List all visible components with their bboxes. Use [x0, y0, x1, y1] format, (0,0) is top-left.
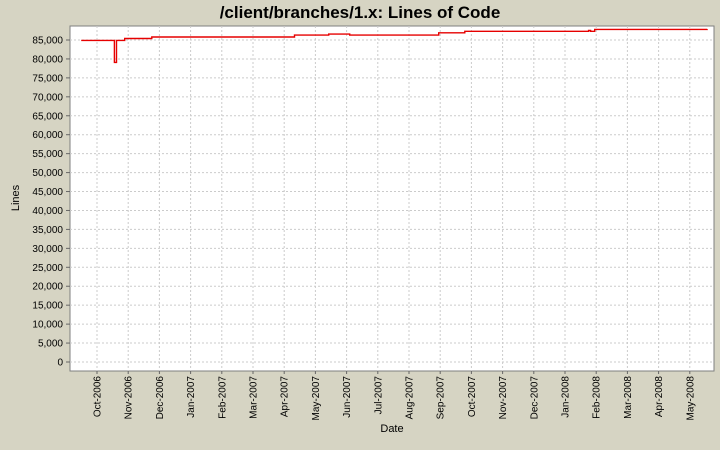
y-tick-label: 20,000 [32, 282, 63, 293]
x-tick-label: Jul-2007 [373, 376, 384, 415]
x-tick-label: Apr-2007 [280, 376, 291, 418]
x-tick-label: Feb-2008 [592, 376, 603, 419]
x-tick-label: Nov-2007 [498, 376, 509, 420]
y-tick-label: 80,000 [32, 54, 63, 65]
y-tick-label: 65,000 [32, 111, 63, 122]
x-tick-label: Aug-2007 [405, 376, 416, 420]
x-tick-label: May-2007 [311, 376, 322, 421]
x-tick-label: Oct-2006 [93, 376, 104, 418]
y-tick-label: 25,000 [32, 263, 63, 274]
y-tick-label: 40,000 [32, 206, 63, 217]
x-tick-label: May-2008 [685, 376, 696, 421]
y-tick-label: 5,000 [38, 339, 63, 350]
plot-background [69, 25, 715, 372]
y-tick-label: 50,000 [32, 168, 63, 179]
y-tick-label: 30,000 [32, 244, 63, 255]
y-axis-title: Lines [10, 184, 22, 212]
y-tick-label: 0 [57, 358, 63, 369]
x-tick-label: Oct-2007 [467, 376, 478, 418]
y-tick-label: 60,000 [32, 130, 63, 141]
x-tick-label: Jun-2007 [342, 376, 353, 418]
y-tick-label: 70,000 [32, 92, 63, 103]
y-tick-label: 35,000 [32, 225, 63, 236]
y-tick-label: 10,000 [32, 320, 63, 331]
x-tick-label: Sep-2007 [436, 376, 447, 420]
x-tick-label: Dec-2007 [529, 376, 540, 420]
x-tick-label: Nov-2006 [124, 376, 135, 420]
y-tick-label: 75,000 [32, 73, 63, 84]
y-tick-label: 85,000 [32, 36, 63, 47]
x-tick-label: Feb-2007 [217, 376, 228, 419]
chart-title: /client/branches/1.x: Lines of Code [219, 3, 501, 22]
y-tick-label: 55,000 [32, 149, 63, 160]
y-tick-label: 15,000 [32, 301, 63, 312]
loc-series-line [81, 28, 708, 64]
x-tick-label: Jan-2008 [561, 376, 572, 418]
x-tick-label: Dec-2006 [155, 376, 166, 420]
x-tick-label: Mar-2007 [249, 376, 260, 419]
x-tick-label: Mar-2008 [623, 376, 634, 419]
x-tick-label: Jan-2007 [186, 376, 197, 418]
y-tick-label: 45,000 [32, 187, 63, 198]
x-tick-label: Apr-2008 [654, 376, 665, 418]
x-axis-title: Date [380, 423, 404, 435]
